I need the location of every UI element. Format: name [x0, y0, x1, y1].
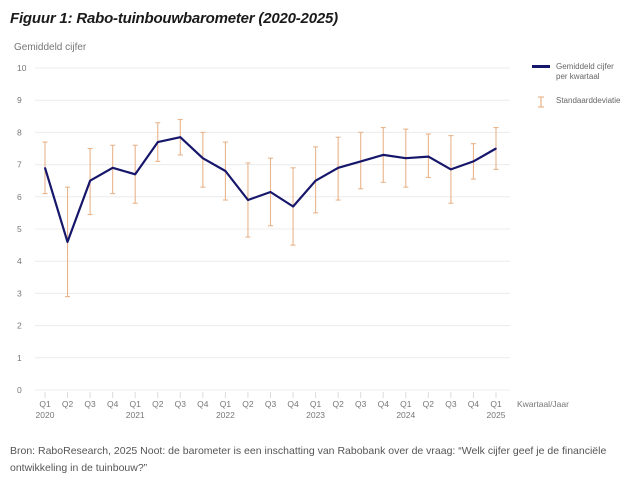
data-point	[156, 141, 159, 143]
x-tick-label: Q1	[490, 399, 502, 409]
x-tick-label: Q2	[152, 399, 164, 409]
footnote: Bron: RaboResearch, 2025 Noot: de barome…	[10, 445, 607, 474]
x-tick-label: Q1	[220, 399, 232, 409]
data-point	[224, 170, 227, 172]
data-point	[405, 157, 407, 159]
data-point	[472, 160, 475, 163]
chart-title: Figuur 1: Rabo-tuinbouwbarometer (2020-2…	[10, 10, 338, 27]
x-tick-label: Q4	[107, 399, 119, 409]
y-axis-label: Gemiddeld cijfer	[14, 42, 87, 53]
x-tick-label: Q1	[130, 399, 142, 409]
data-point	[202, 157, 204, 159]
x-tick-label: Q4	[378, 399, 390, 409]
x-tick-label: Q1	[39, 399, 51, 409]
legend: Gemiddeld cijfer per kwartaal Standaardd…	[532, 62, 626, 122]
data-point	[269, 191, 272, 193]
y-tick-label: 2	[17, 321, 22, 331]
data-point	[247, 199, 249, 201]
y-tick-label: 8	[17, 127, 22, 137]
gridlines	[35, 67, 510, 391]
error-bars	[42, 118, 499, 298]
x-tick-label: Q4	[197, 399, 209, 409]
data-point	[44, 167, 46, 169]
legend-line-swatch	[532, 65, 550, 68]
x-tick-label: Q3	[445, 399, 457, 409]
data-point	[134, 173, 136, 176]
y-tick-label: 1	[17, 353, 22, 363]
y-tick-labels: 0 1 2 3 4 5 6 7 8 9 10	[17, 63, 27, 395]
data-point	[292, 205, 294, 208]
y-tick-label: 3	[17, 288, 22, 298]
data-point	[495, 147, 497, 150]
x-axis-label: Kwartaal/Jaar	[517, 399, 569, 409]
legend-line-label: Gemiddeld cijfer per kwartaal	[556, 62, 614, 81]
y-tick-label: 0	[17, 385, 22, 395]
y-tick-label: 5	[17, 224, 22, 234]
x-tick-label: Q3	[175, 399, 187, 409]
data-point	[314, 179, 317, 182]
x-tick-year-label: 2024	[396, 410, 415, 420]
x-tick-label: Q2	[62, 399, 74, 409]
x-tick-label: Q2	[332, 399, 344, 409]
x-tick-year-label: 2020	[36, 410, 55, 420]
x-tick-label: Q2	[242, 399, 254, 409]
y-tick-label: 6	[17, 192, 22, 202]
data-point	[179, 136, 182, 139]
x-tick-label: Q3	[265, 399, 277, 409]
y-tick-label: 9	[17, 95, 22, 105]
data-point	[89, 179, 91, 182]
x-tick-label: Q1	[400, 399, 412, 409]
data-point	[337, 167, 339, 169]
x-tick-year-label: 2025	[487, 410, 506, 420]
x-tick-label: Q3	[84, 399, 96, 409]
error-bar	[200, 131, 206, 188]
y-tick-label: 7	[17, 160, 22, 170]
data-point	[450, 168, 452, 171]
x-tick-label: Q2	[423, 399, 435, 409]
x-tick-year-label: 2022	[216, 410, 235, 420]
error-bar	[110, 144, 116, 195]
legend-error-label: Standaarddeviatie	[556, 96, 621, 105]
series-line	[43, 136, 497, 243]
data-point	[427, 155, 430, 158]
x-tick-label: Q4	[287, 399, 299, 409]
x-tick-label: Q3	[355, 399, 367, 409]
x-tick-year-label: 2021	[126, 410, 145, 420]
data-point	[111, 167, 114, 169]
legend-errorbar-swatch	[532, 96, 550, 108]
x-tick-label: Q4	[468, 399, 480, 409]
data-point	[66, 241, 69, 243]
legend-item-line: Gemiddeld cijfer per kwartaal	[532, 62, 626, 82]
x-tick-label: Q1	[310, 399, 322, 409]
y-tick-label: 10	[17, 63, 27, 73]
x-tick-year-label: 2023	[306, 410, 325, 420]
legend-item-error: Standaarddeviatie	[532, 96, 626, 108]
y-tick-label: 4	[17, 256, 22, 266]
data-point	[382, 154, 385, 156]
data-point	[359, 160, 362, 163]
